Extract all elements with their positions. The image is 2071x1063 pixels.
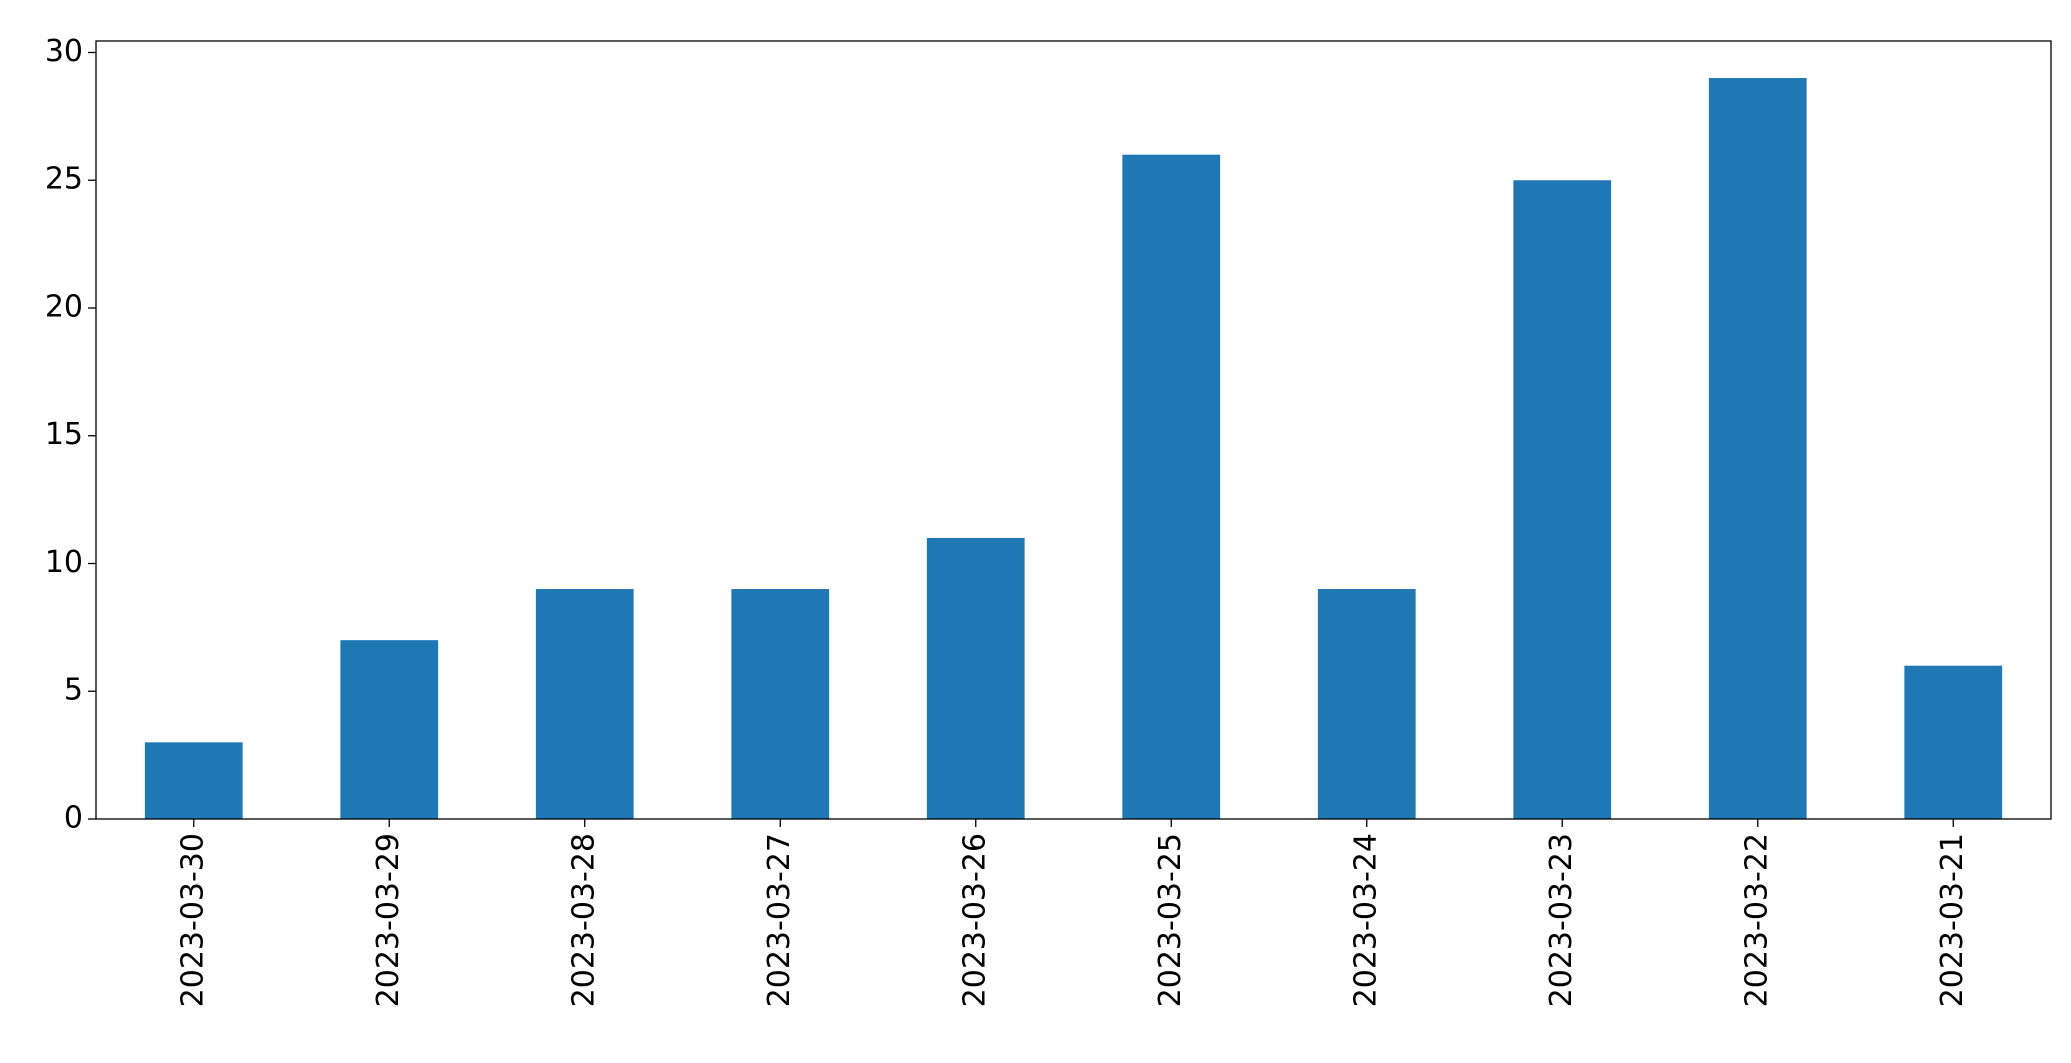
bar (1513, 180, 1612, 820)
x-tick-label: 2023-03-29 (371, 833, 406, 1007)
y-tick-label: 5 (64, 673, 83, 708)
bar (1122, 154, 1221, 819)
x-tick-label: 2023-03-22 (1739, 833, 1774, 1007)
y-tick-label: 30 (45, 34, 83, 69)
x-tick-label: 2023-03-24 (1348, 833, 1383, 1007)
y-tick-label: 10 (45, 545, 83, 580)
bar (1708, 78, 1807, 820)
plot-frame (95, 40, 2052, 820)
bar (144, 742, 243, 819)
x-tick-label: 2023-03-30 (175, 833, 210, 1007)
x-tick-label: 2023-03-26 (957, 833, 992, 1007)
x-tick-label: 2023-03-27 (762, 833, 797, 1007)
bar (1904, 665, 2003, 819)
x-tick-label: 2023-03-25 (1153, 833, 1188, 1007)
x-tick-label: 2023-03-21 (1935, 833, 1970, 1007)
y-tick-label: 0 (64, 801, 83, 836)
bar (1317, 589, 1416, 819)
bar (731, 589, 830, 819)
bar (926, 537, 1025, 819)
x-tick-label: 2023-03-28 (566, 833, 601, 1007)
bar (535, 589, 634, 819)
x-tick-label: 2023-03-23 (1544, 833, 1579, 1007)
y-tick-label: 15 (45, 417, 83, 452)
y-tick-label: 25 (45, 162, 83, 197)
bar (340, 640, 439, 819)
y-tick-label: 20 (45, 289, 83, 324)
